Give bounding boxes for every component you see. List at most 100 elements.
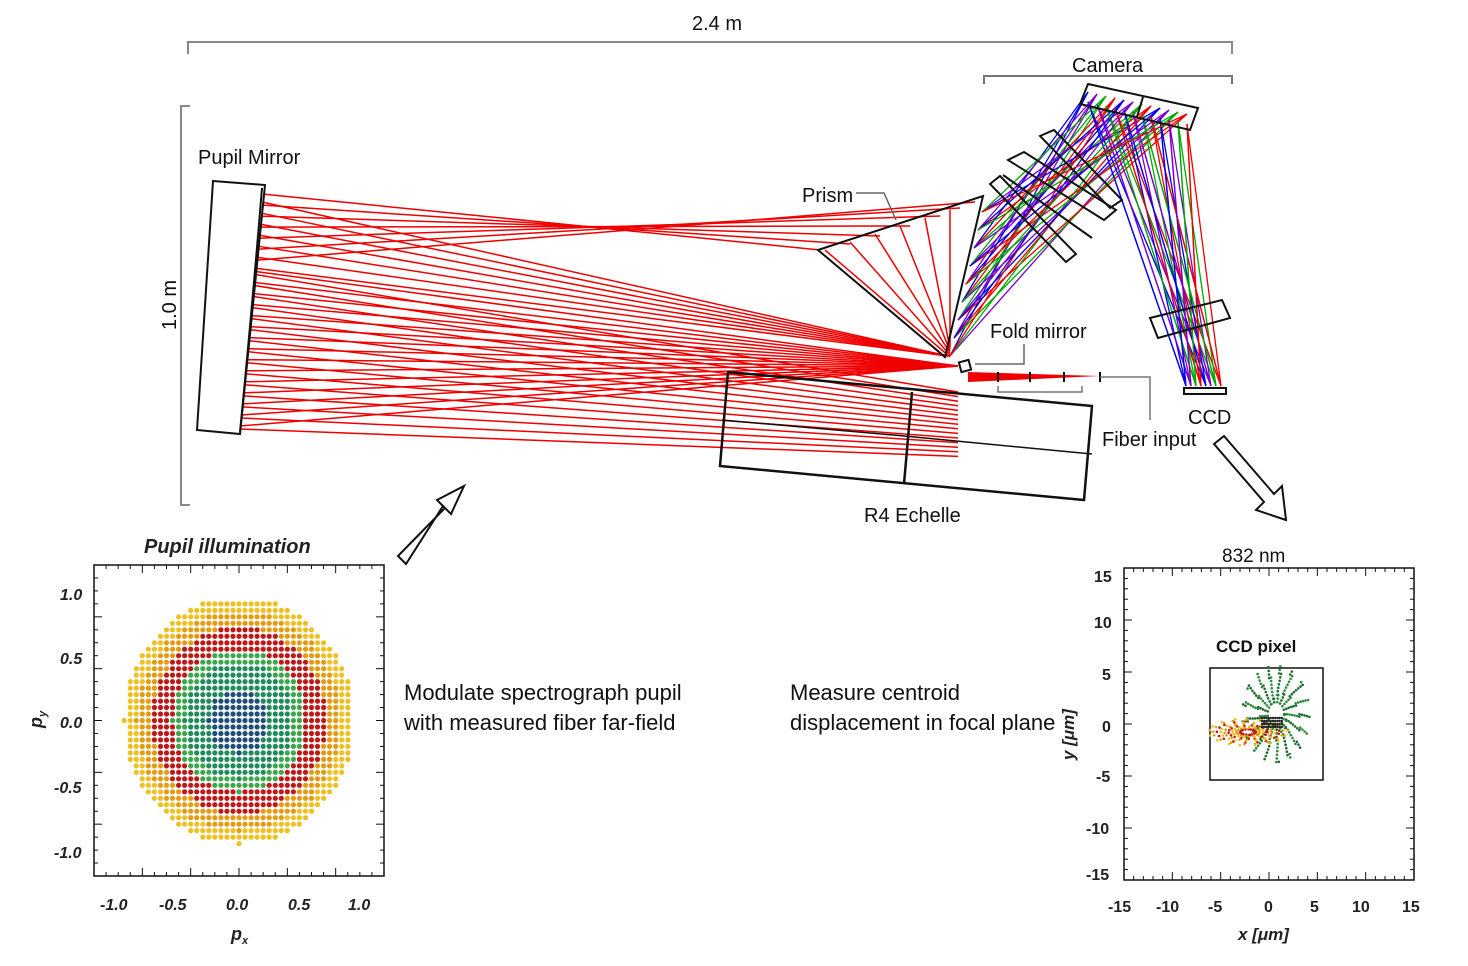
pupil-dot [327,692,333,698]
pupil-dot [145,776,151,782]
pupil-dot [284,607,290,614]
spot-dot [1262,684,1265,687]
pupil-dot [296,795,302,801]
pupil-dot [206,737,212,743]
pupil-dot [200,737,206,743]
pupil-dot [266,607,272,614]
pupil-dot [266,808,272,814]
spot-dot [1264,733,1267,737]
pupil-dot [230,692,236,698]
pupil-dot [242,821,248,827]
pupil-dot [296,776,302,782]
spot-dot [1294,742,1297,746]
pupil-dot [272,789,278,795]
spot-dot [1281,704,1284,708]
camera-ray [1177,121,1197,387]
pupil-dot [212,730,218,737]
pupil-dot [127,685,133,691]
spot-dot [1233,723,1237,727]
pupil-dot [302,692,309,698]
spot-dot [1241,728,1245,732]
pupil-dot [230,633,236,639]
pupil-dot [248,704,254,711]
pupil-dot [182,692,188,698]
pupil-dot [224,756,230,763]
pupil-dot [254,717,260,724]
pupil-dot [145,711,151,717]
pupil-dot [345,685,351,691]
spot-dot [1294,702,1297,705]
pupil-dot [200,646,206,652]
pupil-dot [176,750,182,756]
pupil-dot [224,607,230,614]
pupil-dot [260,776,266,782]
pupil-dot [308,646,315,652]
pupil-dot [314,756,321,763]
pupil-dot [200,789,206,795]
pupil-dot [145,763,151,769]
pupil-dot [333,698,339,704]
pupil-dot [248,756,254,763]
pupil-dot [290,724,296,730]
pupil-dot [308,633,315,639]
pupil-dot [278,704,284,711]
pupil-dot [188,633,194,639]
spot-dot [1295,740,1299,743]
pupil-dot [333,776,339,782]
pupil-dot [260,802,266,808]
camera-ray [969,107,1161,267]
pupil-dot [157,692,164,698]
ccd-pixel-box [1209,667,1324,781]
pupil-dot [260,834,266,840]
pupil-dot [296,730,302,737]
pupil-dot [212,685,218,691]
pupil-dot [188,679,194,685]
spot-dot [1244,704,1247,707]
pupil-dot [296,737,302,743]
pupil-dot [327,756,333,763]
pupil-dot [200,620,206,626]
width-dimension-label: 2.4 m [692,13,742,35]
pupil-dot [151,756,157,763]
pupil-dot [212,614,218,620]
pupil-dot [266,795,272,801]
pupil-dot [206,666,212,672]
pupil-dot [127,679,133,685]
pupil-dot [260,769,266,775]
pupil-dot [139,698,145,704]
pupil-dot [290,717,296,724]
spot-dot [1278,722,1281,726]
spot-dot [1298,715,1301,718]
pupil-dot [254,789,260,795]
pupil-dot [290,821,296,827]
pupil-dot [200,730,206,737]
pupil-dot [290,679,296,685]
pupil-dot [145,789,151,795]
spot-dot [1282,708,1286,712]
pupil-dot [278,821,284,827]
spot-dot [1248,733,1251,736]
pupil-dot [345,711,351,717]
pupil-dot [200,685,206,691]
spot-dot [1286,683,1289,686]
pupil-dot [242,815,248,821]
pupil-dot [206,627,212,633]
pupil-dot [133,724,139,730]
pupil-dot [212,834,218,840]
spot-dot [1227,731,1230,735]
pupil-dot [248,607,254,614]
pupil-dot [254,724,260,730]
pupil-dot [182,737,188,743]
pupil-dot [308,763,315,769]
ccd-pixel-label: CCD pixel [1216,637,1296,656]
spot-dot [1298,712,1301,716]
pupil-dot [182,698,188,704]
pupil-dot [127,704,133,711]
pupil-dot [236,782,242,788]
pupil-dot [169,815,176,821]
ray [899,225,951,352]
pupil-dot [200,717,206,724]
camera-ray [965,111,1179,285]
pupil-dot [236,672,242,678]
camera-ray [981,95,1107,213]
